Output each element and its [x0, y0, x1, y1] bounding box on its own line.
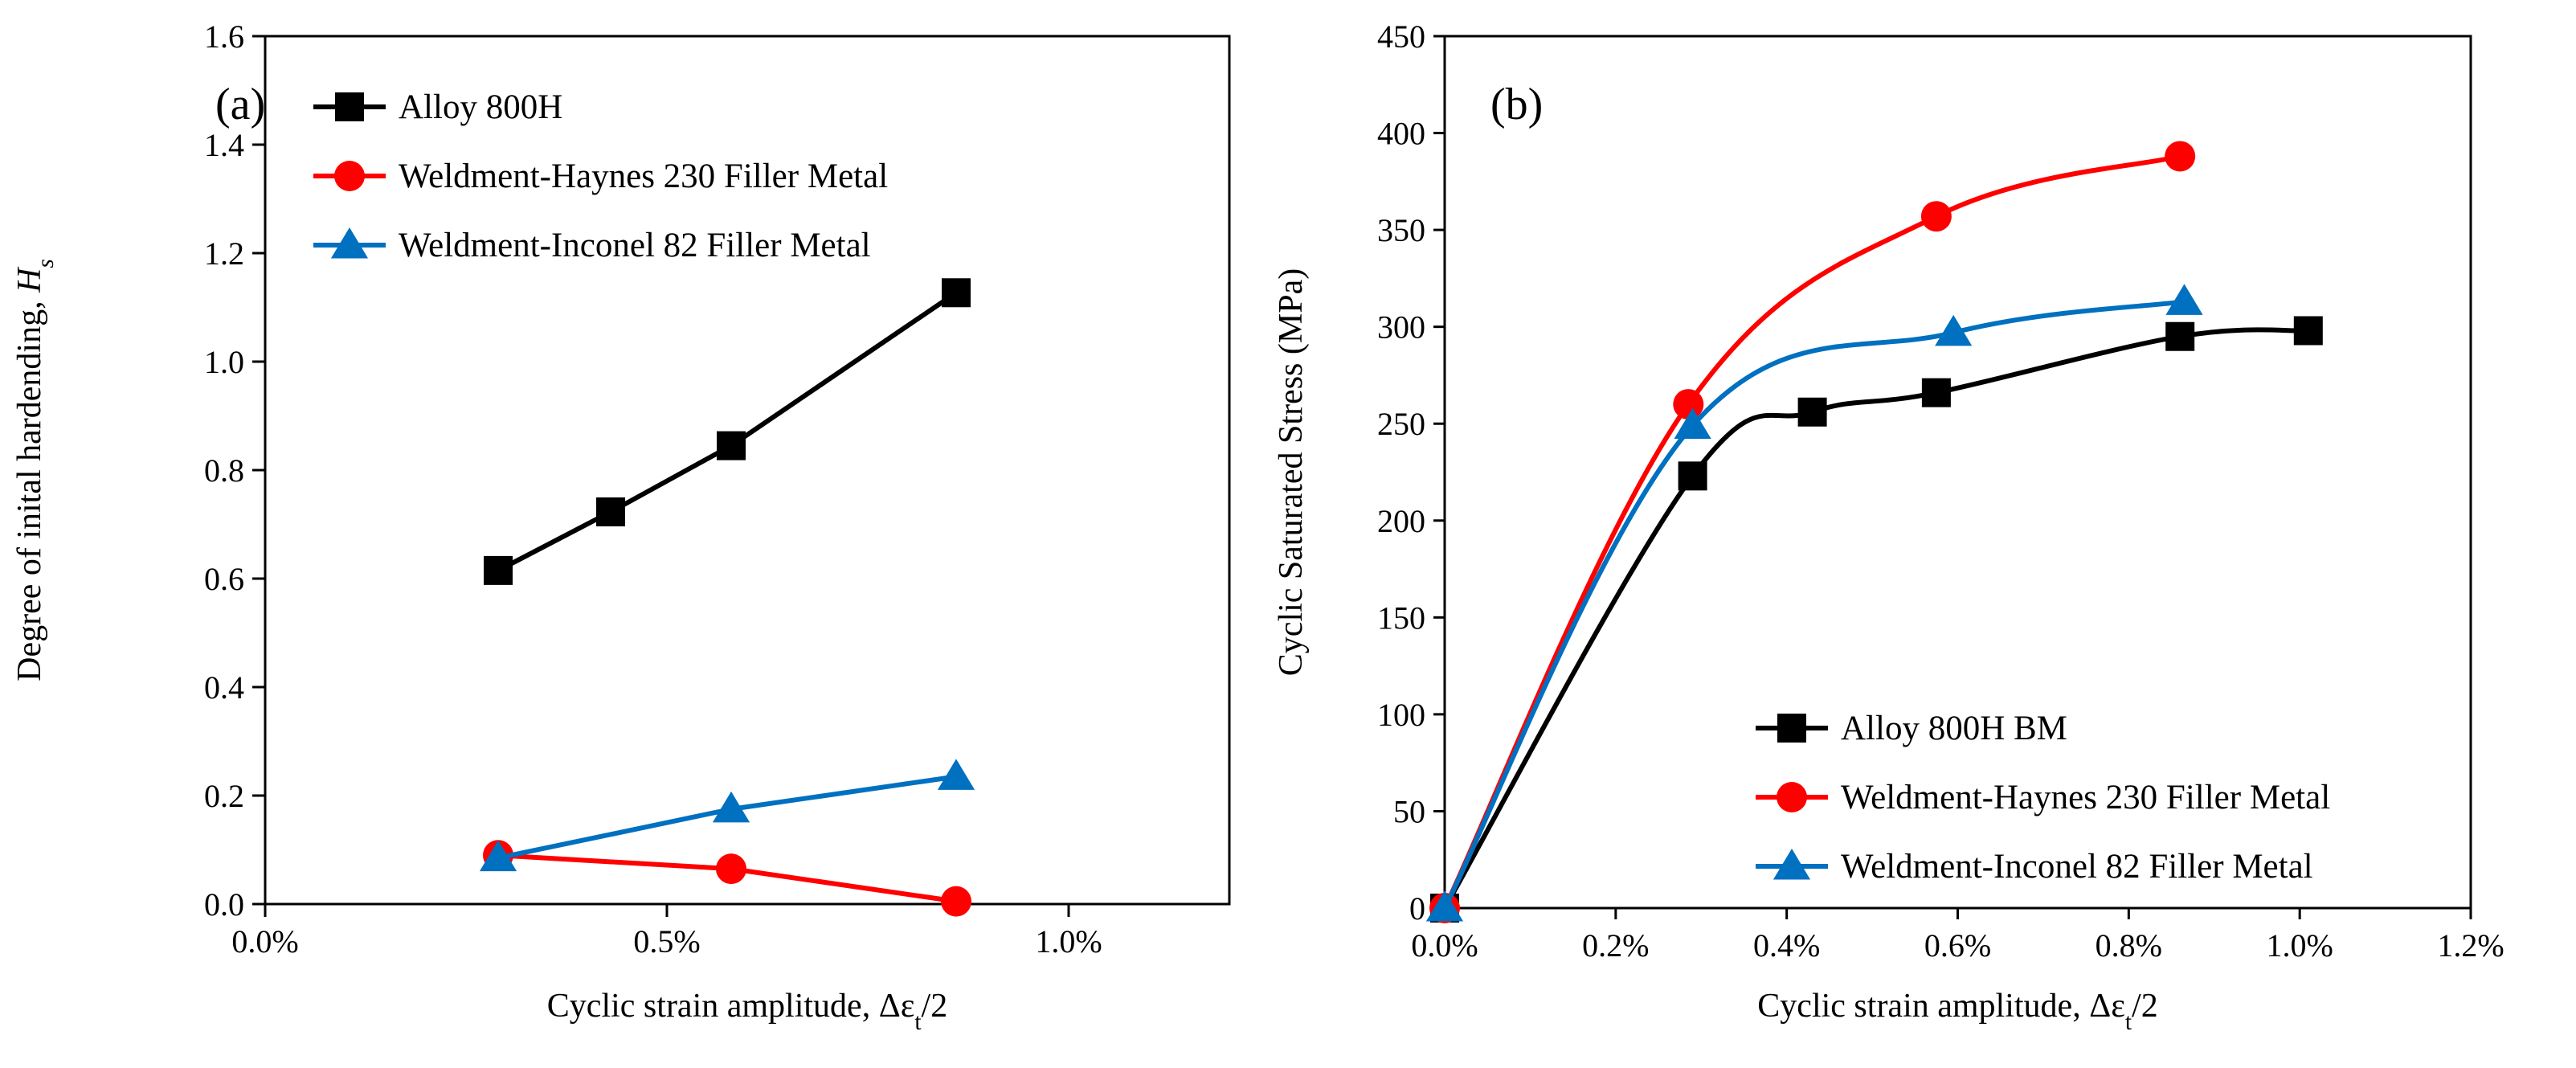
- y-tick-label: 250: [1377, 406, 1425, 442]
- x-tick-label: 0.6%: [1924, 927, 1991, 964]
- legend-swatch-marker: [334, 161, 365, 191]
- y-tick-label: 0.8: [204, 452, 244, 489]
- x-tick-label: 0.5%: [633, 923, 700, 960]
- y-tick-label: 450: [1377, 18, 1425, 55]
- data-point: [716, 853, 746, 885]
- data-point: [1920, 201, 1952, 232]
- y-tick-label: 150: [1377, 599, 1425, 636]
- chart-panel-b: 0 50 100 150 200 250 300 350 400 450 0.0% 0.2% 0.4% 0…: [1273, 18, 2504, 1035]
- y-axis-title: Cyclic Saturated Stress (MPa): [1273, 268, 1310, 676]
- y-tick-label: 400: [1377, 116, 1425, 152]
- y-tick-label: 1.2: [204, 235, 244, 272]
- y-tick-label: 0.0: [204, 886, 244, 923]
- x-axis-title: Cyclic strain amplitude, Δεt/2: [1757, 988, 2157, 1035]
- legend-label: Weldment-Inconel 82 Filler Metal: [1841, 848, 2313, 886]
- data-point: [1921, 378, 1951, 407]
- y-tick-label: 0: [1409, 890, 1425, 927]
- legend: Alloy 800H Weldment-Haynes 230 Filler Met…: [313, 88, 888, 264]
- data-point: [942, 278, 971, 308]
- legend-item: Weldment-Inconel 82 Filler Metal: [313, 227, 871, 264]
- legend-swatch-marker: [1773, 849, 1811, 880]
- legend-label: Weldment-Haynes 230 Filler Metal: [399, 158, 888, 195]
- data-point: [2293, 316, 2323, 346]
- y-tick-label: 0.2: [204, 778, 244, 814]
- x-tick-label: 0.2%: [1582, 927, 1649, 964]
- x-tick-label: 0.0%: [231, 923, 298, 960]
- legend-item: Alloy 800H: [313, 88, 562, 126]
- legend-swatch-marker: [1777, 782, 1807, 812]
- legend-label: Alloy 800H BM: [1841, 710, 2067, 747]
- y-tick-label: 1.6: [204, 18, 244, 55]
- legend-swatch-marker: [1777, 714, 1806, 743]
- legend: Alloy 800H BM Weldment-Haynes 230 Filler …: [1756, 710, 2330, 886]
- y-tick-label: 350: [1377, 212, 1425, 248]
- x-axis-title: Cyclic strain amplitude, Δεt/2: [547, 988, 947, 1035]
- series-2: [479, 759, 975, 872]
- legend-item: Weldment-Haynes 230 Filler Metal: [1756, 779, 2330, 816]
- data-point: [1673, 389, 1704, 420]
- x-tick-label: 0.4%: [1753, 927, 1820, 964]
- y-axis-title: Degree of inital hardending, Hs: [11, 259, 59, 681]
- x-tick-label: 1.0%: [1035, 923, 1102, 960]
- series-0: [1430, 316, 2323, 923]
- data-point: [2165, 141, 2196, 172]
- data-point: [2165, 284, 2203, 315]
- series-line: [1442, 299, 2185, 910]
- data-point: [479, 840, 517, 872]
- series-line: [497, 290, 958, 573]
- data-point: [1678, 461, 1707, 491]
- legend-item: Weldment-Inconel 82 Filler Metal: [1756, 848, 2313, 886]
- data-point: [1797, 397, 1827, 427]
- legend-label: Weldment-Inconel 82 Filler Metal: [399, 227, 871, 264]
- y-tick-label: 100: [1377, 697, 1425, 733]
- y-tick-label: 300: [1377, 309, 1425, 346]
- y-tick-label: 0.4: [204, 669, 244, 706]
- legend-label: Weldment-Haynes 230 Filler Metal: [1841, 779, 2330, 816]
- legend-item: Weldment-Haynes 230 Filler Metal: [313, 158, 888, 195]
- legend-swatch-marker: [335, 92, 364, 121]
- y-tick-label: 1.4: [204, 127, 244, 163]
- data-point: [1674, 407, 1711, 440]
- y-tick-label: 200: [1377, 503, 1425, 539]
- panel-label: (b): [1490, 80, 1543, 129]
- x-tick-label: 1.2%: [2437, 927, 2504, 964]
- x-tick-label: 0.0%: [1411, 927, 1478, 964]
- x-tick-label: 0.8%: [2096, 927, 2162, 964]
- series-0: [484, 278, 971, 585]
- legend-label: Alloy 800H: [399, 88, 562, 126]
- x-tick-label: 1.0%: [2267, 927, 2333, 964]
- data-point: [717, 431, 746, 460]
- legend-item: Alloy 800H BM: [1756, 710, 2067, 747]
- data-point: [712, 791, 750, 823]
- y-tick-label: 1.0: [204, 344, 244, 380]
- data-point: [937, 759, 975, 790]
- chart-panel-a: 0.0 0.2 0.4 0.6 0.8 1.0 1.2 1.4 1.6 0.0% 0.5% 1.0% C…: [11, 18, 1231, 1035]
- data-point: [596, 497, 625, 526]
- y-tick-label: 50: [1393, 793, 1425, 829]
- panel-label: (a): [215, 80, 265, 129]
- data-point: [1935, 314, 1973, 346]
- legend-swatch-marker: [330, 227, 369, 259]
- data-point: [941, 886, 971, 917]
- series-2: [1425, 284, 2203, 922]
- plot-frame: [1443, 35, 2472, 910]
- data-point: [1425, 890, 1464, 922]
- data-point: [2165, 321, 2195, 351]
- y-tick-label: 0.6: [204, 561, 244, 597]
- data-point: [484, 555, 513, 585]
